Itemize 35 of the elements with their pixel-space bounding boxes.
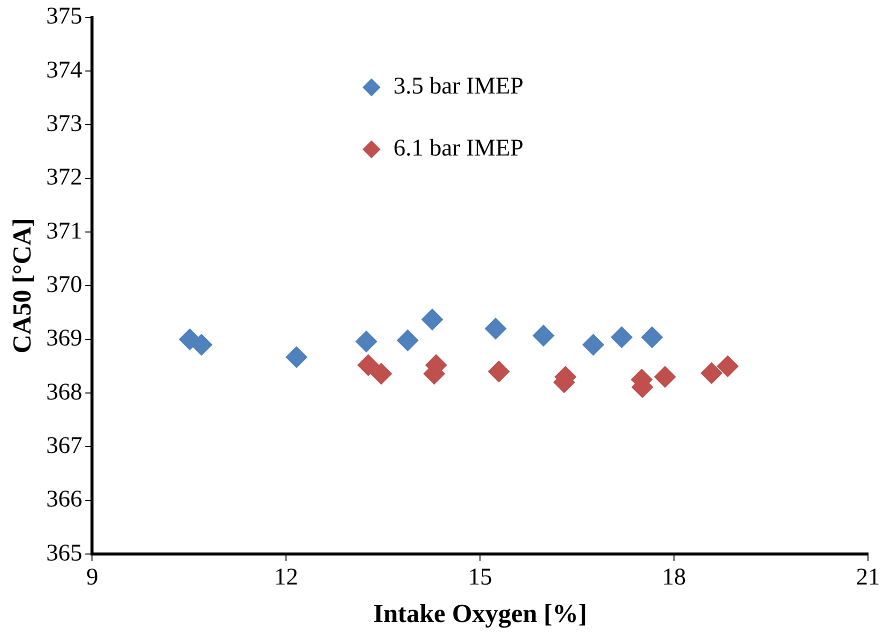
y-tick-label: 365 (46, 540, 82, 566)
y-tick-label: 372 (46, 164, 82, 191)
point (421, 308, 444, 331)
point (582, 334, 604, 356)
y-tick-label: 370 (46, 272, 82, 298)
y-tick-label: 369 (46, 326, 82, 352)
legend-label: 3.5 bar IMEP (393, 74, 524, 100)
point (716, 355, 739, 378)
point (285, 346, 308, 368)
point (532, 324, 554, 347)
point (370, 362, 392, 385)
y-tick-label: 367 (46, 432, 82, 459)
x-axis-title: Intake Oxygen [%] (373, 599, 587, 628)
point (488, 360, 510, 383)
x-tick-label: 21 (856, 564, 880, 591)
y-tick-label: 368 (46, 379, 82, 406)
y-tick-label: 371 (46, 218, 82, 244)
x-tick-label: 12 (274, 564, 298, 591)
y-tick-label: 373 (46, 111, 82, 138)
x-tick-label: 15 (468, 564, 492, 591)
y-tick-label: 366 (46, 486, 82, 513)
point (654, 366, 676, 388)
y-tick-label: 375 (46, 4, 82, 30)
point (357, 354, 380, 376)
x-tick-label: 9 (86, 564, 98, 591)
y-tick-label: 374 (46, 57, 82, 84)
point (700, 362, 723, 384)
point (641, 326, 664, 348)
point (610, 326, 633, 348)
x-tick-label: 18 (662, 564, 686, 591)
legend-label: 6.1 bar IMEP (393, 136, 524, 162)
y-axis-title: CA50 [°CA] (7, 218, 36, 354)
point (484, 318, 507, 340)
point (396, 329, 419, 352)
point (355, 330, 378, 353)
